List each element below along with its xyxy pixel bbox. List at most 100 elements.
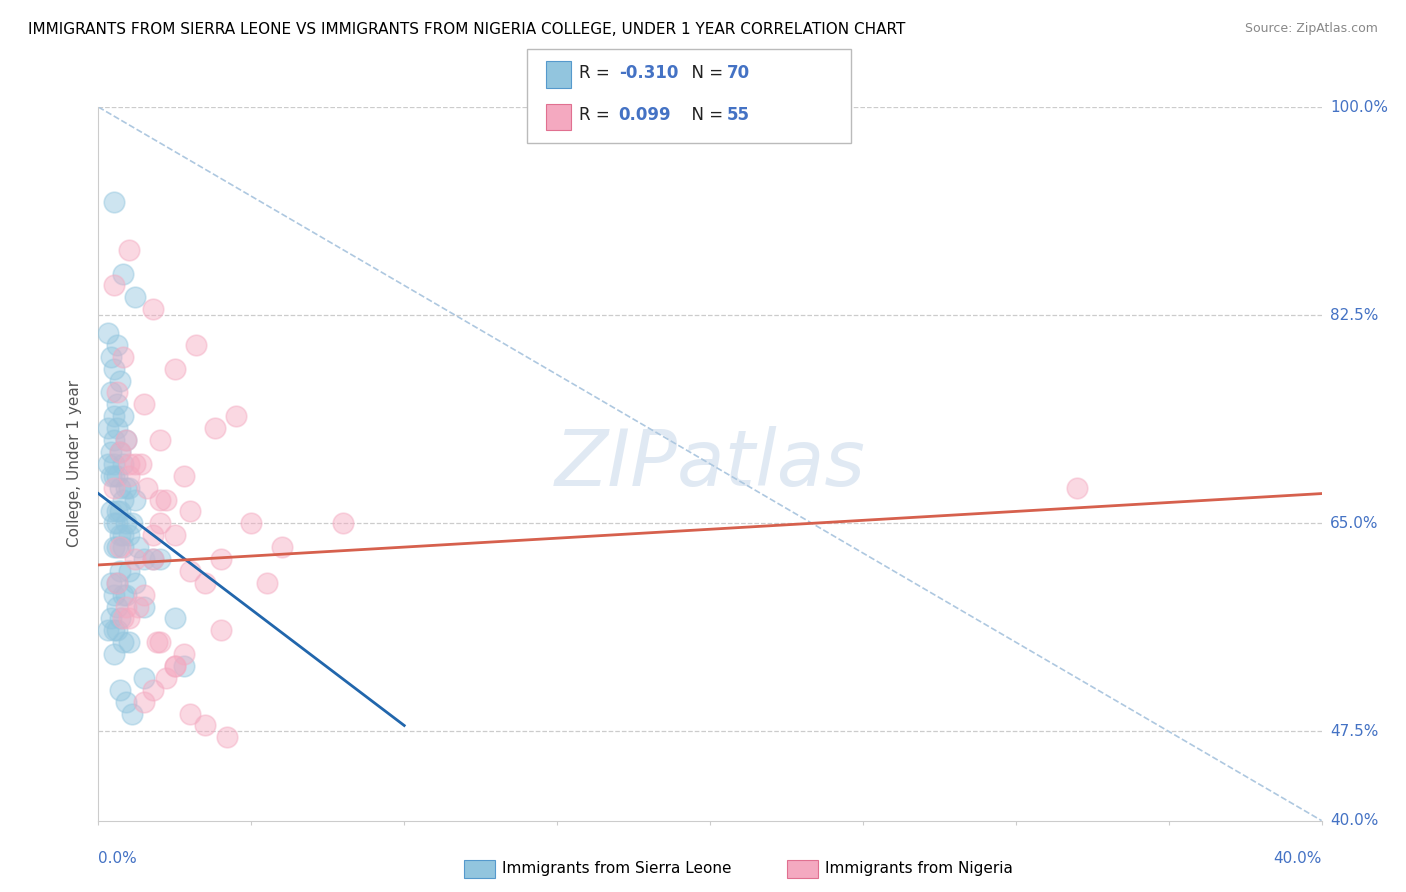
Point	[103, 540, 125, 554]
Point	[108, 540, 131, 554]
Point	[163, 611, 186, 625]
Text: ZIPatlas: ZIPatlas	[554, 425, 866, 502]
Text: Source: ZipAtlas.com: Source: ZipAtlas.com	[1244, 22, 1378, 36]
Point	[332, 516, 354, 531]
Point	[111, 528, 134, 542]
Point	[111, 267, 134, 281]
Point	[108, 528, 131, 542]
Point	[194, 575, 217, 590]
Point	[256, 575, 278, 590]
Point	[134, 588, 156, 602]
Point	[155, 671, 177, 685]
Point	[142, 552, 165, 566]
Point	[97, 326, 120, 340]
Point	[142, 682, 165, 697]
Point	[103, 647, 125, 661]
Text: Immigrants from Sierra Leone: Immigrants from Sierra Leone	[502, 862, 731, 876]
Point	[108, 481, 131, 495]
Point	[111, 457, 134, 471]
Point	[118, 528, 141, 542]
Point	[100, 445, 122, 459]
Point	[105, 421, 128, 435]
Text: 40.0%: 40.0%	[1330, 814, 1378, 828]
Point	[194, 718, 217, 732]
Point	[134, 552, 156, 566]
Point	[111, 409, 134, 424]
Point	[270, 540, 294, 554]
Point	[115, 599, 138, 614]
Point	[134, 397, 156, 411]
Point	[173, 659, 195, 673]
Text: 82.5%: 82.5%	[1330, 308, 1378, 323]
Point	[186, 338, 208, 352]
Point	[155, 492, 177, 507]
Text: 100.0%: 100.0%	[1330, 100, 1388, 114]
Point	[115, 481, 138, 495]
Point	[149, 516, 172, 531]
Point	[105, 516, 128, 531]
Point	[103, 409, 125, 424]
Text: 0.0%: 0.0%	[98, 851, 138, 866]
Y-axis label: College, Under 1 year: College, Under 1 year	[67, 380, 83, 548]
Point	[179, 504, 201, 518]
Point	[115, 433, 138, 447]
Point	[111, 540, 134, 554]
Point	[111, 635, 134, 649]
Point	[103, 278, 125, 293]
Point	[108, 564, 131, 578]
Point	[105, 468, 128, 483]
Text: 55: 55	[727, 106, 749, 124]
Point	[100, 468, 122, 483]
Point	[105, 338, 128, 352]
Text: -0.310: -0.310	[619, 64, 678, 82]
Point	[111, 350, 134, 364]
Point	[103, 481, 125, 495]
Point	[225, 409, 247, 424]
Point	[134, 599, 156, 614]
Point	[115, 588, 138, 602]
Point	[149, 635, 172, 649]
Point	[163, 528, 186, 542]
Point	[97, 421, 120, 435]
Point	[121, 706, 143, 721]
Point	[124, 492, 146, 507]
Point	[105, 397, 128, 411]
Point	[103, 433, 125, 447]
Point	[179, 706, 201, 721]
Point	[124, 575, 146, 590]
Point	[215, 731, 238, 745]
Point	[105, 540, 128, 554]
Point	[103, 195, 125, 210]
Point	[115, 695, 138, 709]
Point	[111, 588, 134, 602]
Point	[111, 492, 134, 507]
Point	[127, 599, 149, 614]
Point	[118, 611, 141, 625]
Point	[108, 445, 131, 459]
Point	[103, 468, 125, 483]
Point	[118, 564, 141, 578]
Point	[163, 659, 186, 673]
Text: R =: R =	[579, 106, 616, 124]
Point	[142, 528, 165, 542]
Point	[100, 611, 122, 625]
Point	[97, 457, 120, 471]
Point	[1066, 481, 1088, 495]
Point	[118, 468, 141, 483]
Point	[111, 611, 134, 625]
Point	[149, 433, 172, 447]
Point	[121, 516, 143, 531]
Text: N =: N =	[681, 64, 728, 82]
Point	[240, 516, 263, 531]
Text: R =: R =	[579, 64, 616, 82]
Point	[108, 504, 131, 518]
Point	[118, 635, 141, 649]
Point	[127, 540, 149, 554]
Text: 65.0%: 65.0%	[1330, 516, 1378, 531]
Point	[149, 492, 172, 507]
Point	[118, 243, 141, 257]
Point	[100, 575, 122, 590]
Point	[179, 564, 201, 578]
Point	[108, 374, 131, 388]
Point	[103, 516, 125, 531]
